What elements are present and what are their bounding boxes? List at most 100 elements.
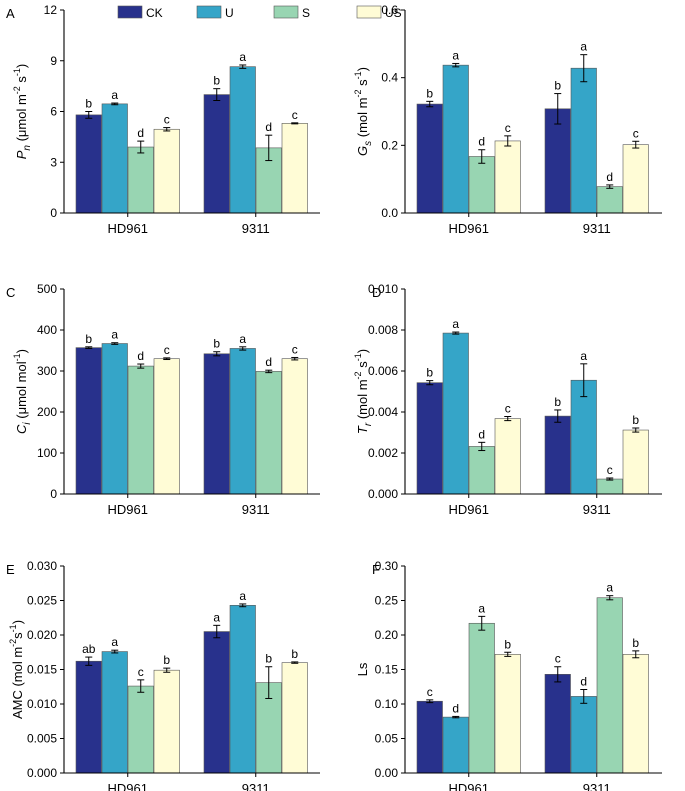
- x-tick-label: 9311: [583, 221, 611, 236]
- y-tick-label: 300: [37, 364, 57, 378]
- error-bar: [452, 331, 460, 335]
- bar-u-hd961: [442, 332, 469, 495]
- significance-letter: d: [580, 675, 587, 689]
- panel-letter: C: [6, 285, 15, 300]
- y-tick-label: 0.010: [368, 282, 398, 296]
- error-bar: [239, 346, 247, 351]
- error-bar: [554, 666, 562, 683]
- y-label-main: Ls: [355, 662, 370, 676]
- x-tick-label: 9311: [242, 221, 270, 236]
- significance-letter: b: [85, 332, 92, 346]
- error-bar: [606, 595, 614, 601]
- error-bar: [452, 715, 460, 719]
- significance-letter: a: [580, 40, 587, 54]
- significance-letter: c: [427, 685, 433, 699]
- significance-letter: b: [554, 395, 561, 409]
- legend-label: U: [225, 6, 234, 20]
- y-tick-label: 9: [50, 54, 57, 68]
- significance-letter: b: [85, 97, 92, 111]
- y-tick-label: 0.25: [375, 594, 399, 608]
- bar-u-9311: [229, 66, 256, 214]
- bar-u-hd961: [101, 651, 128, 774]
- y-axis-label: Ci (μmol mol-1): [12, 349, 33, 434]
- y-label-end: ): [355, 67, 370, 71]
- y-tick-label: 0.0: [381, 206, 398, 220]
- bar-us-hd961: [153, 128, 180, 214]
- bar-us-9311: [622, 654, 649, 774]
- significance-letter: b: [213, 337, 220, 351]
- y-axis-label: Tr (mol m-2 s-1): [353, 349, 374, 434]
- bar-ck-hd961: [416, 382, 443, 495]
- error-bar: [213, 88, 221, 102]
- error-bar: [632, 427, 640, 433]
- significance-letter: a: [580, 349, 587, 363]
- y-label-unit: (mol m: [10, 647, 25, 690]
- error-bar: [504, 651, 512, 657]
- y-tick-label: 0.15: [375, 663, 399, 677]
- y-label-mid: s: [14, 76, 29, 87]
- bar-ck-9311: [203, 94, 230, 214]
- bar-u-hd961: [442, 64, 469, 214]
- y-tick-label: 0.002: [368, 446, 398, 460]
- legend-item-u: U: [196, 5, 234, 20]
- significance-letter: d: [452, 701, 459, 715]
- y-tick-label: 0.004: [368, 405, 398, 419]
- y-label-unit: (mol m: [355, 98, 370, 141]
- bar-u-9311: [570, 67, 597, 214]
- significance-letter: d: [265, 355, 272, 369]
- bar-ck-9311: [544, 674, 571, 774]
- error-bar: [632, 650, 640, 659]
- bar-s-hd961: [127, 685, 154, 774]
- bar-s-9311: [596, 186, 623, 214]
- y-label-sup: -1: [353, 71, 363, 79]
- error-bar: [85, 346, 93, 349]
- significance-letter: b: [265, 652, 272, 666]
- bar-u-9311: [570, 696, 597, 774]
- error-bar: [504, 416, 512, 422]
- bar-s-9311: [596, 597, 623, 774]
- bar-s-hd961: [468, 622, 495, 774]
- y-label-sup: -1: [12, 353, 22, 361]
- significance-letter: c: [164, 343, 170, 357]
- bar-u-hd961: [101, 103, 128, 214]
- panel-letter: D: [372, 285, 381, 300]
- error-bar: [163, 127, 171, 132]
- y-label-end: ): [10, 620, 25, 624]
- y-tick-label: 0.2: [381, 138, 398, 152]
- y-axis-label: Pn (μmol m-2 s-1): [12, 64, 33, 160]
- bar-s-hd961: [468, 156, 495, 214]
- y-label-unit: (μmol mol: [14, 361, 29, 422]
- significance-letter: c: [292, 108, 298, 122]
- significance-letter: ab: [82, 642, 96, 656]
- bar-s-hd961: [127, 146, 154, 214]
- legend-swatch: [196, 5, 222, 19]
- y-axis-label: AMC (mol m-2s-1): [8, 620, 25, 719]
- x-tick-label: 9311: [583, 502, 611, 517]
- error-bar: [554, 93, 562, 125]
- bar-us-9311: [622, 144, 649, 214]
- y-tick-label: 0: [50, 206, 57, 220]
- significance-letter: b: [291, 647, 298, 661]
- chart-panel-d: Db b a a d c c b 0.000 0.002 0.004 0.006 0.008 0.010 H…: [353, 282, 662, 517]
- significance-letter: b: [554, 79, 561, 93]
- significance-letter: a: [111, 328, 118, 342]
- error-bar: [606, 477, 614, 481]
- y-tick-label: 0.006: [368, 364, 398, 378]
- y-tick-label: 0.008: [368, 323, 398, 337]
- error-bar: [580, 54, 588, 83]
- legend-label: US: [385, 6, 402, 20]
- y-tick-label: 0.025: [27, 594, 57, 608]
- error-bar: [291, 661, 299, 664]
- bar-ck-9311: [203, 353, 230, 495]
- error-bar: [426, 699, 434, 704]
- y-tick-label: 12: [44, 3, 58, 17]
- y-tick-label: 0.30: [375, 559, 399, 573]
- x-tick-label: HD961: [449, 781, 489, 791]
- y-tick-label: 0.20: [375, 628, 399, 642]
- bar-ck-hd961: [75, 347, 102, 495]
- y-label-sub: r: [363, 422, 374, 426]
- y-tick-label: 0: [50, 487, 57, 501]
- x-tick-label: HD961: [108, 781, 148, 791]
- significance-letter: c: [505, 121, 511, 135]
- error-bar: [426, 100, 434, 108]
